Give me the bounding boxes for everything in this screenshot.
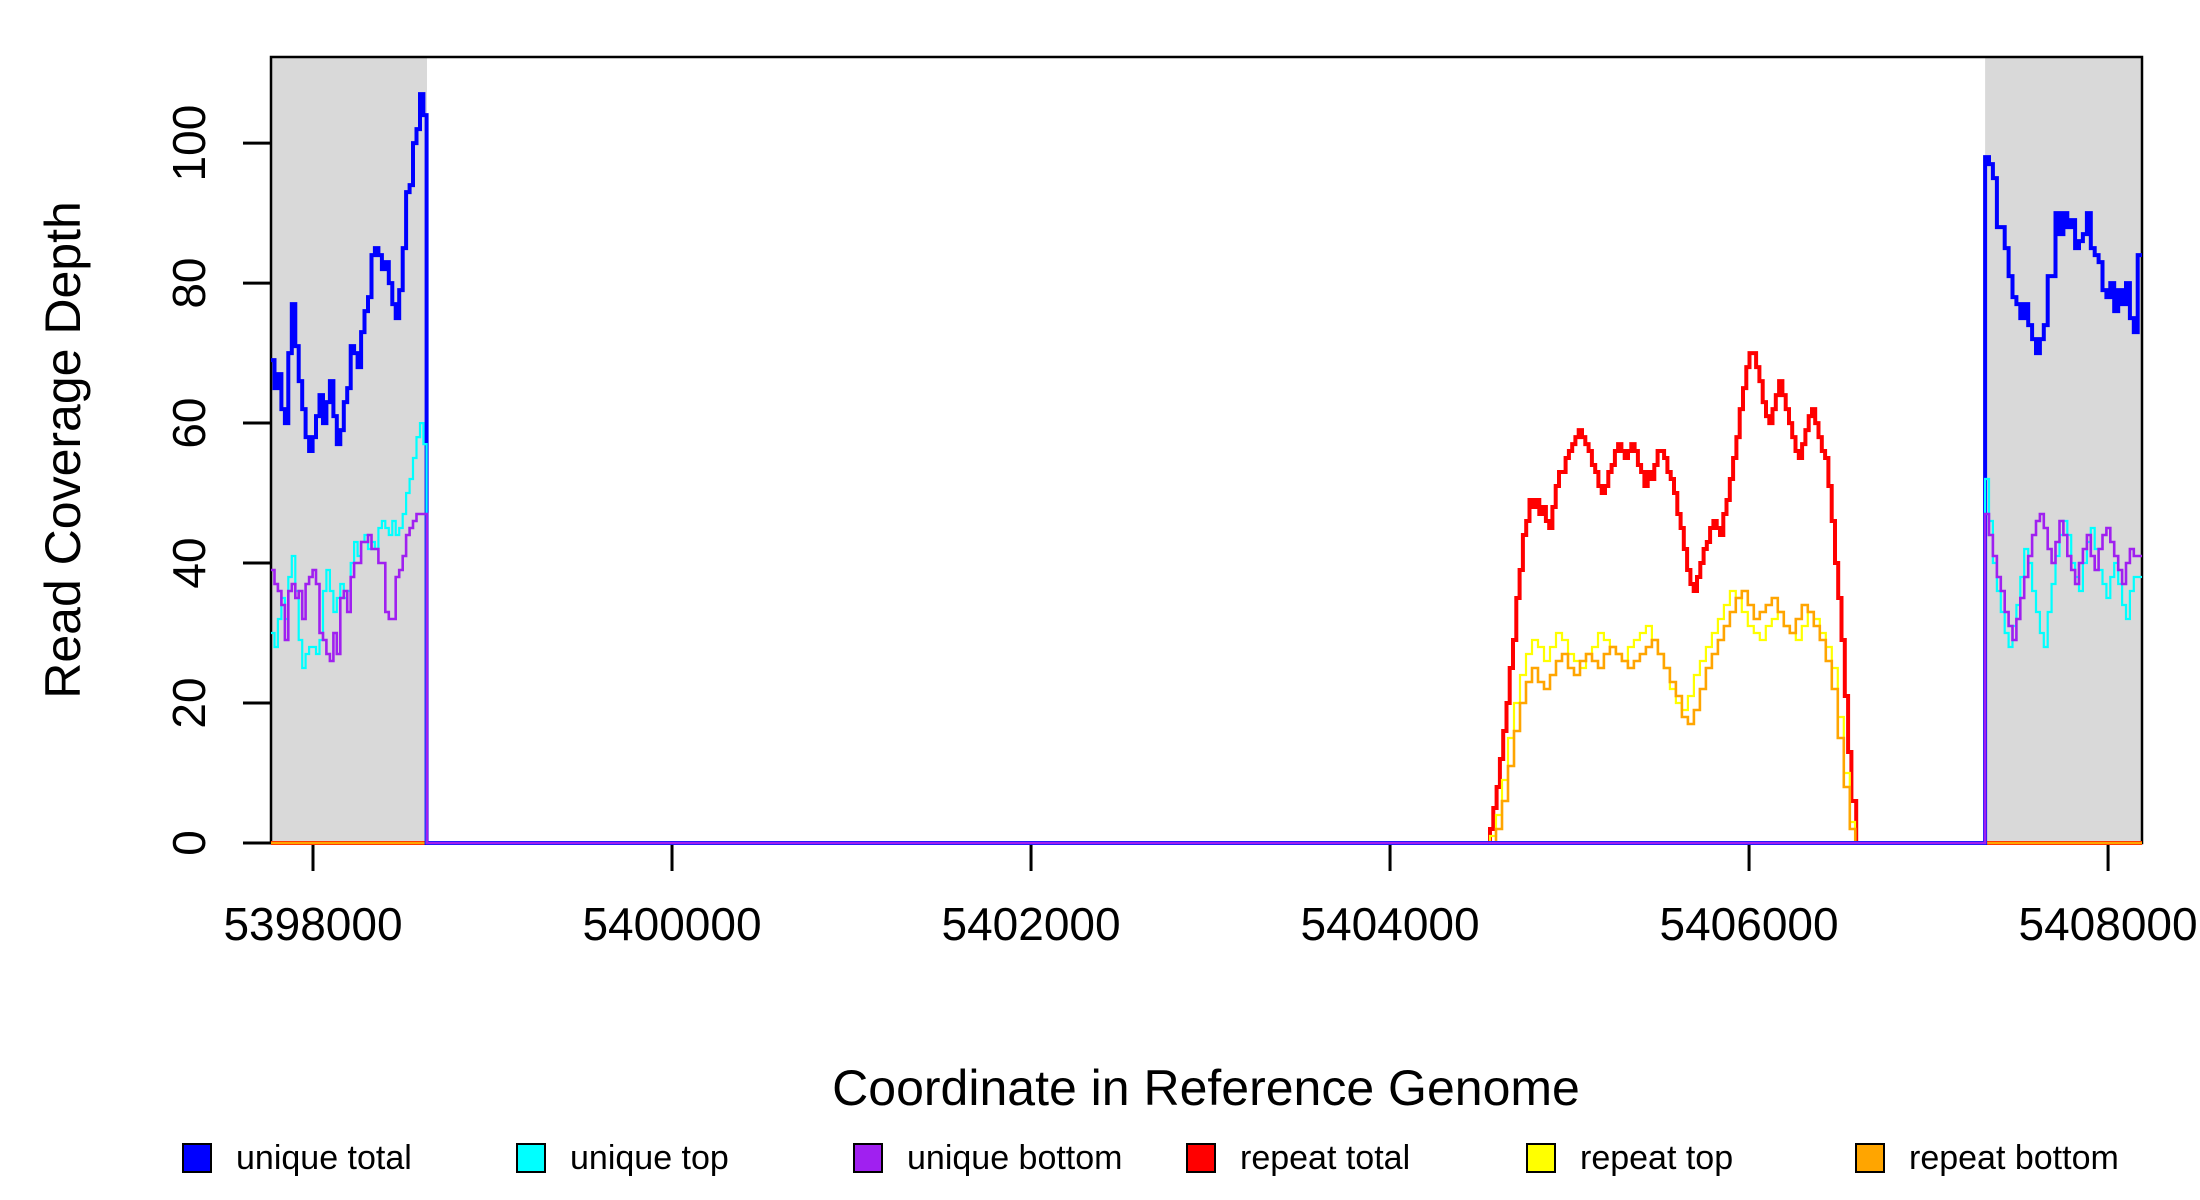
shaded-band	[1985, 57, 2142, 843]
y-tick-label: 100	[163, 105, 215, 182]
plot-box-layer	[269, 55, 2144, 845]
y-axis-title: Read Coverage Depth	[35, 201, 91, 699]
x-tick-label: 5406000	[1660, 898, 1839, 950]
series-repeat-top	[271, 589, 2142, 845]
x-axis-title: Coordinate in Reference Genome	[832, 1060, 1580, 1116]
plot-box	[269, 55, 2144, 845]
series-repeat-total	[271, 351, 2142, 845]
y-tick-label: 80	[163, 257, 215, 308]
shaded-region-layer	[271, 57, 2142, 843]
series-lines-layer	[271, 92, 2142, 845]
series-unique-top	[271, 422, 2142, 845]
y-tick-label: 60	[163, 397, 215, 448]
x-tick-label: 5402000	[941, 898, 1120, 950]
x-tick-label: 5408000	[2019, 898, 2198, 950]
y-tick-label: 0	[163, 830, 215, 856]
x-tick-label: 5400000	[582, 898, 761, 950]
shaded-band	[271, 57, 427, 843]
series-unique-total	[271, 92, 2142, 845]
axis-ticks-layer: 5398000 5400000 5402000 5404000 5406000 54080…	[163, 105, 2198, 950]
series-unique-bottom	[271, 512, 2142, 845]
y-tick-label: 40	[163, 537, 215, 588]
y-tick-label: 20	[163, 677, 215, 728]
x-tick-label: 5404000	[1300, 898, 1479, 950]
x-tick-label: 5398000	[223, 898, 402, 950]
series-repeat-bottom	[271, 589, 2142, 845]
